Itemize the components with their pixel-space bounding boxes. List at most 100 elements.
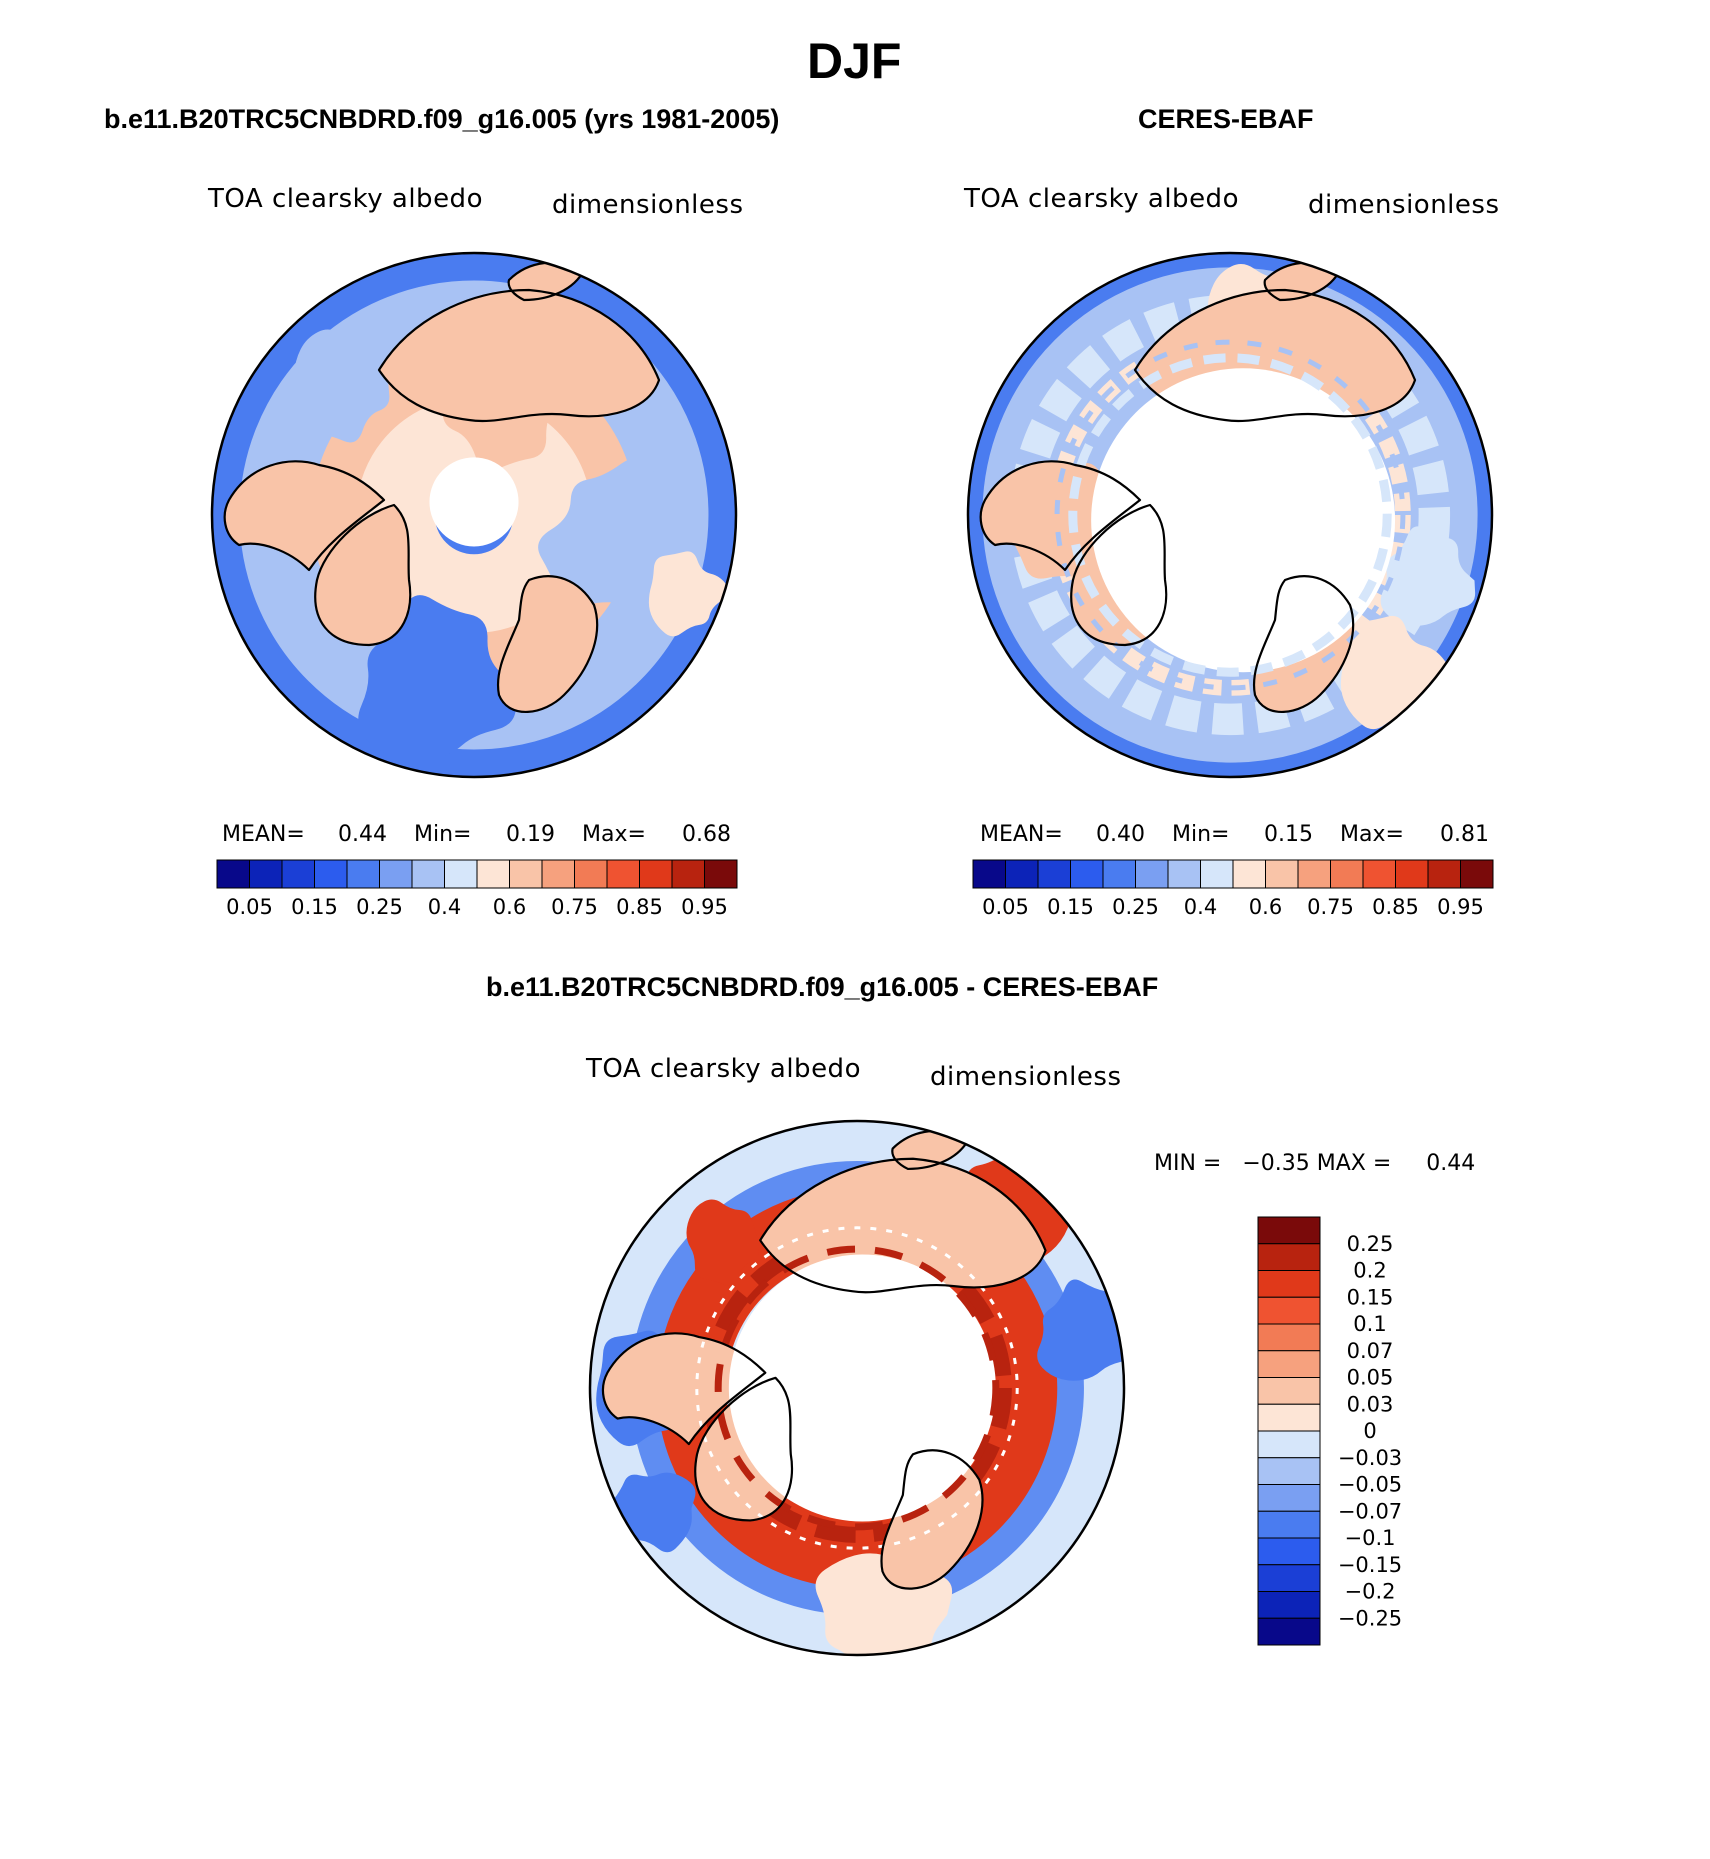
panel2-mean-label: MEAN= bbox=[980, 822, 1063, 847]
landmass-outline-0 bbox=[314, 503, 412, 647]
colorbar-swatch-4 bbox=[346, 859, 380, 889]
diff-colorbar-tick-label: 0.15 bbox=[1347, 1285, 1394, 1309]
colorbar-swatch-8 bbox=[476, 859, 510, 889]
difference-polar-map bbox=[588, 1119, 1126, 1657]
colorbar-swatch-3 bbox=[1070, 859, 1104, 889]
colorbar-swatch-0 bbox=[972, 859, 1006, 889]
colorbar-tick-label: 0.6 bbox=[493, 895, 526, 919]
panel1-polar-map bbox=[210, 251, 738, 779]
colorbar-swatch-0 bbox=[216, 859, 250, 889]
figure-title: DJF bbox=[807, 33, 902, 89]
diff-colorbar-swatch-3 bbox=[1257, 1296, 1321, 1325]
panel1-min-value: 0.19 bbox=[506, 822, 555, 847]
panel1-variable-label: TOA clearsky albedo bbox=[208, 184, 483, 214]
colorbar-tick-label: 0.4 bbox=[428, 895, 461, 919]
colorbar-swatch-10 bbox=[541, 859, 575, 889]
colorbar-swatch-2 bbox=[281, 859, 315, 889]
dashed-ring-0 bbox=[1068, 353, 1392, 677]
colorbar-tick-label: 0.6 bbox=[1249, 895, 1282, 919]
diff-colorbar-swatch-15 bbox=[1257, 1617, 1321, 1646]
panel1-units-label: dimensionless bbox=[552, 190, 744, 220]
colorbar-tick-label: 0.25 bbox=[1112, 895, 1159, 919]
colorbar-swatch-12 bbox=[1362, 859, 1396, 889]
panel2-colorbar: 0.05 0.15 0.25 0.4 0.6 0.75 0.85 0.95 bbox=[972, 859, 1494, 919]
colorbar-swatch-9 bbox=[509, 859, 543, 889]
colorbar-tick-label: 0.15 bbox=[1047, 895, 1094, 919]
diff-colorbar-tick-label: −0.25 bbox=[1338, 1606, 1402, 1630]
contour-patch-3 bbox=[294, 329, 390, 443]
colorbar-tick-label: 0.95 bbox=[681, 895, 728, 919]
dashed-ring-1 bbox=[1054, 339, 1406, 691]
colorbar-tick-label: 0.05 bbox=[226, 895, 273, 919]
diff-colorbar-tick-label: 0.1 bbox=[1353, 1312, 1386, 1336]
no-data-region bbox=[429, 457, 519, 547]
diff-colorbar-tick-label: −0.05 bbox=[1338, 1473, 1402, 1497]
colorbar-swatch-11 bbox=[574, 859, 608, 889]
diff-colorbar-tick-label: −0.15 bbox=[1338, 1553, 1402, 1577]
colorbar-swatch-7 bbox=[444, 859, 478, 889]
colorbar-swatch-8 bbox=[1232, 859, 1266, 889]
diff-colorbar-tick-label: 0.05 bbox=[1347, 1366, 1394, 1390]
panel2-max-label: Max= bbox=[1340, 822, 1404, 847]
colorbar-tick-label: 0.95 bbox=[1437, 895, 1484, 919]
map-border bbox=[966, 251, 1494, 779]
colorbar-swatch-2 bbox=[1037, 859, 1071, 889]
landmass-outline-3 bbox=[496, 575, 599, 713]
colorbar-swatch-12 bbox=[606, 859, 640, 889]
landmass-outline-4 bbox=[1263, 261, 1342, 302]
landmass-outline-2 bbox=[379, 290, 659, 422]
colorbar-swatch-13 bbox=[639, 859, 673, 889]
contour-band-2 bbox=[702, 1233, 1012, 1543]
panel1-title: b.e11.B20TRC5CNBDRD.f09_g16.005 (yrs 198… bbox=[104, 104, 780, 134]
panel1-max-label: Max= bbox=[582, 822, 646, 847]
contour-patch-1 bbox=[358, 595, 516, 761]
panel2-mean-value: 0.40 bbox=[1096, 822, 1145, 847]
diff-colorbar-tick-label: 0.25 bbox=[1347, 1232, 1394, 1256]
diff-colorbar-swatch-12 bbox=[1257, 1537, 1321, 1566]
diff-colorbar-swatch-10 bbox=[1257, 1484, 1321, 1512]
panel1-min-label: Min= bbox=[414, 822, 472, 847]
colorbar-tick-label: 0.05 bbox=[982, 895, 1029, 919]
contour-patch-2 bbox=[648, 551, 733, 637]
colorbar-swatch-3 bbox=[314, 859, 348, 889]
contour-patch-2 bbox=[1340, 615, 1453, 730]
diff-colorbar-tick-label: 0.2 bbox=[1353, 1259, 1386, 1283]
diff-colorbar-tick-label: −0.03 bbox=[1338, 1446, 1402, 1470]
difference-colorbar: 0.250.20.150.10.070.050.030−0.03−0.05−0.… bbox=[1257, 1216, 1402, 1646]
colorbar-swatch-10 bbox=[1297, 859, 1331, 889]
diff-colorbar-tick-label: −0.1 bbox=[1345, 1526, 1396, 1550]
contour-patch-3 bbox=[686, 1199, 759, 1286]
landmass-outline-0 bbox=[694, 1376, 794, 1522]
panel1-max-value: 0.68 bbox=[682, 822, 731, 847]
dashed-ring-1 bbox=[695, 1226, 1019, 1550]
diff-colorbar-swatch-9 bbox=[1257, 1457, 1321, 1485]
diff-colorbar-swatch-1 bbox=[1257, 1243, 1321, 1271]
colorbar-swatch-14 bbox=[1427, 859, 1461, 889]
panel1-colorbar: 0.05 0.15 0.25 0.4 0.6 0.75 0.85 0.95 bbox=[216, 859, 738, 919]
diff-colorbar-swatch-13 bbox=[1257, 1564, 1321, 1592]
diff-colorbar-tick-label: −0.2 bbox=[1345, 1580, 1396, 1604]
landmass-outline-0 bbox=[315, 505, 411, 645]
landmass-outline-4 bbox=[507, 261, 586, 302]
diff-colorbar-tick-label: 0.03 bbox=[1347, 1392, 1394, 1416]
difference-minmax-stats: MIN = −0.35 MAX = 0.44 bbox=[1154, 1151, 1476, 1176]
colorbar-swatch-1 bbox=[249, 859, 283, 889]
colorbar-swatch-11 bbox=[1330, 859, 1364, 889]
landmass-outline-1 bbox=[224, 461, 384, 570]
colorbar-tick-label: 0.75 bbox=[551, 895, 598, 919]
panel2-polar-map bbox=[966, 251, 1494, 779]
diff-colorbar-swatch-4 bbox=[1257, 1323, 1321, 1352]
diff-colorbar-swatch-6 bbox=[1257, 1377, 1321, 1405]
diff-colorbar-swatch-5 bbox=[1257, 1350, 1321, 1378]
difference-units-label: dimensionless bbox=[930, 1062, 1122, 1092]
colorbar-tick-label: 0.25 bbox=[356, 895, 403, 919]
colorbar-tick-label: 0.85 bbox=[1372, 895, 1419, 919]
landmass-outline-2 bbox=[1133, 288, 1417, 423]
landmass-outline-1 bbox=[979, 460, 1142, 572]
landmass-outline-2 bbox=[377, 288, 661, 423]
contour-patch-1 bbox=[1380, 526, 1476, 626]
difference-variable-label: TOA clearsky albedo bbox=[586, 1054, 861, 1084]
panel2-title: CERES-EBAF bbox=[1138, 104, 1314, 134]
colorbar-swatch-5 bbox=[1135, 859, 1169, 889]
colorbar-swatch-6 bbox=[1167, 859, 1201, 889]
